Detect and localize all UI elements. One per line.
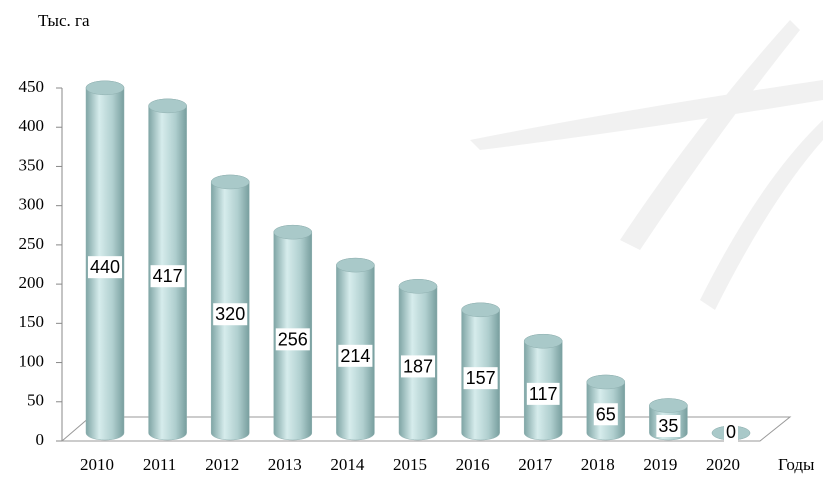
value-label-box: [213, 303, 248, 326]
value-label-box: [338, 344, 373, 367]
y-axis-label: Тыс. га: [38, 11, 90, 30]
bar-top: [85, 80, 125, 96]
x-tick-label: 2011: [143, 455, 176, 474]
bar-top: [523, 333, 563, 349]
value-label-box: [656, 415, 681, 438]
value-label: 157: [466, 368, 496, 388]
x-tick-label: 2012: [205, 455, 239, 474]
x-tick-label: 2019: [643, 455, 677, 474]
value-label: 65: [596, 404, 616, 424]
x-tick-label: 2014: [330, 455, 365, 474]
value-label-box: [150, 265, 185, 288]
y-tick-label: 250: [19, 234, 45, 253]
y-tick-label: 50: [27, 391, 44, 410]
x-tick-label: 2016: [456, 455, 490, 474]
bar-top: [273, 224, 313, 240]
x-tick-label: 2018: [581, 455, 615, 474]
value-label: 256: [278, 329, 308, 349]
floor: [60, 416, 792, 442]
value-label: 320: [215, 304, 245, 324]
y-tick-label: 400: [19, 116, 45, 135]
value-label: 187: [403, 356, 433, 376]
value-label-box: [275, 328, 310, 351]
y-tick-label: 150: [19, 312, 45, 331]
x-tick-label: 2015: [393, 455, 427, 474]
x-tick-label: 2010: [80, 455, 114, 474]
bar-top: [148, 98, 187, 114]
bar-top: [461, 302, 500, 318]
bar-top: [336, 257, 375, 273]
y-tick-label: 300: [19, 195, 45, 214]
bar-top: [586, 374, 626, 390]
y-tick-label: 450: [19, 77, 45, 96]
x-tick-label: 2020: [706, 455, 740, 474]
y-tick-label: 100: [19, 351, 45, 370]
wheat-decoration: [470, 20, 823, 310]
y-tick-label: 200: [19, 273, 45, 292]
value-label-box: [87, 256, 123, 279]
value-label: 0: [726, 422, 736, 442]
bar-top: [398, 279, 438, 294]
bar-top: [210, 174, 250, 190]
value-label-box: [723, 420, 739, 443]
value-label-box: [400, 355, 436, 378]
y-tick-label: 0: [36, 430, 45, 449]
value-label-box: [463, 367, 498, 390]
value-label-box: [593, 403, 618, 426]
value-label: 35: [658, 416, 678, 436]
x-axis-label: Годы: [778, 455, 815, 474]
value-label: 417: [153, 266, 183, 286]
y-tick-label: 350: [19, 155, 45, 174]
value-label: 440: [90, 257, 120, 277]
value-label: 117: [529, 384, 558, 404]
bar-top: [649, 398, 688, 413]
x-tick-label: 2017: [518, 455, 553, 474]
value-label: 214: [340, 346, 370, 366]
value-label-box: [526, 382, 560, 405]
x-tick-label: 2013: [268, 455, 302, 474]
